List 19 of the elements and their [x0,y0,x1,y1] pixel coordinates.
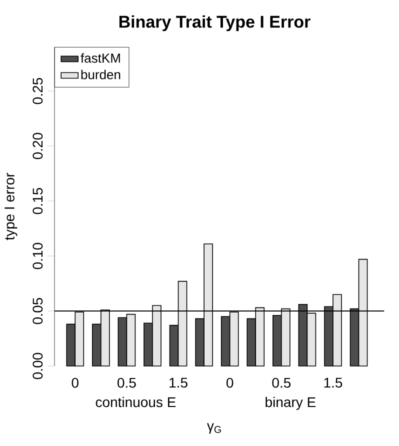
legend-label: fastKM [80,53,120,63]
y-tick-label: 0.25 [32,78,43,104]
y-tick-label: 0.00 [32,352,43,380]
text: binary E [266,396,316,410]
y-axis-title: type I error [4,172,18,240]
x-tick-label: 0 [226,378,234,388]
x-tick-label: 1.5 [324,378,342,388]
x-tick-label: 0 [72,378,78,388]
chart-title: Binary Trait Type I Error [119,15,310,32]
y-tick-label: 0.15 [32,188,43,214]
text: continuous E [96,396,176,408]
x-tick-label: 0.5 [117,378,136,388]
x-axis-title: γ$_{G}$ [206,423,221,434]
legend-label: burden [81,70,120,80]
y-tick-label: 0.10 [32,242,43,270]
x-tick-label: 1.5 [170,378,188,388]
x-tick-label: 0.5 [272,378,291,388]
y-tick-label: 0.05 [32,298,43,324]
y-tick-label: 0.20 [32,132,43,160]
